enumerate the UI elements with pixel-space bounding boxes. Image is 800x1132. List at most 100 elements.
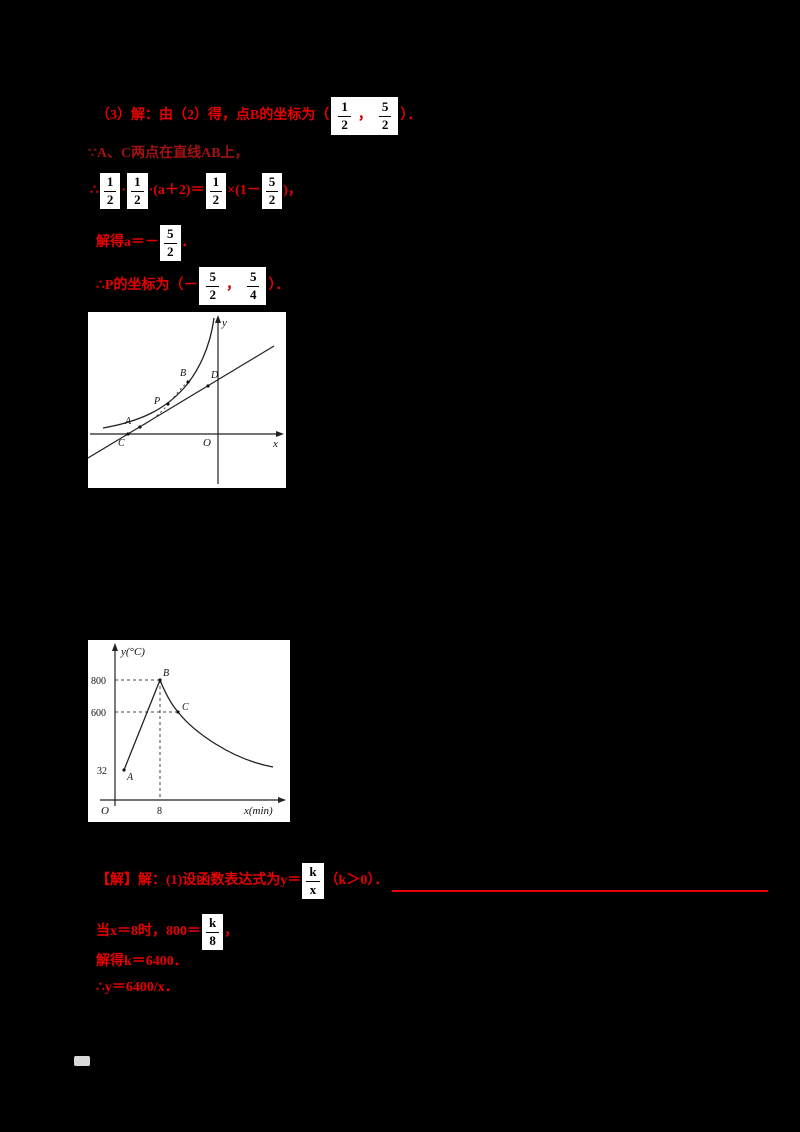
solution-text: ． [181,234,196,250]
fraction: 1 2 [127,173,148,209]
solution1-line5: ∴P的坐标为（－ 5 2 ， 5 4 ）． [96,263,289,309]
y-axis-arrow-icon [215,315,221,323]
x-axis-label: x [272,438,278,450]
solution-text: 当x＝8时，800＝ [96,923,201,939]
point-p-label: P [153,396,160,407]
point-p [166,402,170,406]
point-a-label: A [124,416,132,427]
solution1-line4: 解得a＝－ 5 2 ． [96,220,196,266]
heating-line [123,679,161,771]
solution1-line2: ∵A、C两点在直线AB上， [88,144,249,164]
fraction-denominator: 2 [134,191,141,207]
tick-800: 800 [91,676,106,687]
comma-separator: ， [225,277,240,293]
fraction: 5 2 [202,268,223,304]
fraction-group: 1 2 ， 5 2 [331,97,399,135]
solution-text: ∴P的坐标为（－ [96,277,198,293]
fraction-denominator: x [309,881,317,897]
point-b-label: B [163,668,169,679]
solution2-line1: 【解】解：(1)设函数表达式为y＝ k x （k＞0）． [96,857,388,905]
point-b-label: B [180,368,186,379]
fraction: 1 2 [334,98,355,134]
fraction: 1 2 [205,173,227,209]
solution-text: ∵A、C两点在直线AB上， [88,145,249,161]
dotted-arc [139,381,189,428]
fraction: k 8 [202,914,224,950]
graph2-figure: y(°C) x(min) O 800 600 32 8 A B C [91,643,286,817]
fraction: 5 2 [160,225,181,261]
origin-label: O [101,805,109,817]
fraction-numerator: k [306,864,320,882]
x-axis-arrow-icon [276,431,284,437]
solution-text: ∴ [90,182,99,198]
fraction-numerator: 5 [378,99,392,117]
fraction-numerator: 1 [131,174,144,192]
solution-text: 解得a＝－ [96,234,159,250]
point-a-label: A [126,772,134,783]
fraction: 5 2 [374,98,396,134]
solution1-line1: （3）解：由（2）得，点B的坐标为（ 1 2 ， 5 2 ）． [96,93,421,139]
x-axis-label: x(min) [243,805,273,817]
point-c [126,432,130,436]
solution-text: ∴y＝6400/x． [96,979,179,995]
solution2-line2: 当x＝8时，800＝ k 8 ， [96,908,238,956]
solution-text: ）． [400,107,422,123]
fraction: 5 2 [261,173,283,209]
y-axis-label: y(°C) [120,646,145,658]
tick-32: 32 [97,766,107,777]
comma-separator: ， [357,107,372,123]
line-through-ACBD [87,345,275,459]
solution2-line3: 解得k＝6400． [96,952,188,972]
point-a [138,425,142,429]
fraction-numerator: 5 [206,269,219,287]
origin-label: O [203,437,211,449]
solution1-line3: ∴ 1 2 · 1 2 ·(a＋2)＝ 1 2 ×(1－ 5 2 )， [90,168,302,214]
fraction-numerator: k [206,915,220,933]
y-axis-label: y [221,317,227,329]
graph2-panel: y(°C) x(min) O 800 600 32 8 A B C [88,640,290,822]
fraction-numerator: 1 [338,99,351,117]
fraction-denominator: 2 [268,191,276,207]
hyperbola-curve [102,317,215,429]
fraction-numerator: 5 [265,174,279,192]
graph1-figure: y x O A C P B D [87,315,284,484]
cooling-curve [159,679,274,768]
tick-600: 600 [91,708,106,719]
fraction-denominator: 2 [212,191,220,207]
fraction: k x [302,863,324,899]
solution-text: 【解】解：(1)设函数表达式为y＝ [96,872,302,888]
solution2-line4: ∴y＝6400/x． [96,978,179,998]
solution-text: ·(a＋2)＝ [148,182,205,198]
solution-text: 解得k＝6400． [96,953,188,969]
fraction-numerator: 1 [209,174,223,192]
x-axis-arrow-icon [278,797,286,803]
fraction: 1 2 [99,173,121,209]
point-d [206,384,210,388]
fraction-denominator: 8 [209,932,216,948]
solution-text: ， [224,923,239,939]
fraction-denominator: 4 [249,286,257,302]
fraction-denominator: 2 [381,116,389,132]
fraction-numerator: 5 [246,269,260,287]
footer-mark [74,1056,90,1066]
point-c-label: C [118,438,125,449]
fraction-denominator: 2 [106,191,114,207]
point-c [176,710,180,714]
graph1-panel: y x O A C P B D [87,312,286,488]
solution-text: )， [283,182,302,198]
point-c-label: C [182,702,189,713]
solution-text: ×(1－ [227,182,261,198]
solution-text: （3）解：由（2）得，点B的坐标为（ [96,107,330,123]
point-a [122,768,126,772]
fraction-numerator: 5 [164,226,177,244]
red-underline [392,890,768,892]
fraction-numerator: 1 [103,174,117,192]
fraction-denominator: 2 [167,243,174,259]
fraction-denominator: 2 [341,116,348,132]
y-axis-arrow-icon [112,643,118,651]
tick-8: 8 [157,806,162,817]
solution-text: （k＞0）． [324,872,389,888]
point-b [158,678,162,682]
solution-text: ）． [268,277,290,293]
